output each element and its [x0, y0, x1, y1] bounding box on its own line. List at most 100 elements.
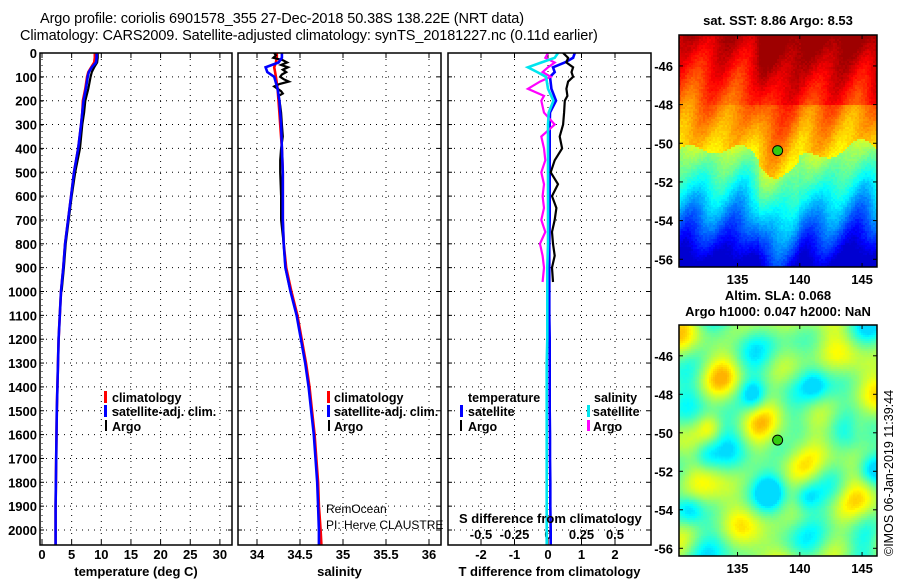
copyright-timestamp: ©IMOS 06-Jan-2019 11:39:44	[882, 389, 896, 556]
series-line-satellite-adj-clim-	[54, 53, 98, 545]
legend-swatch-climatology	[104, 391, 107, 403]
s-diff-tick-label: 0.25	[569, 527, 594, 542]
depth-tick-label: 100	[15, 70, 37, 85]
map2-title: Altim. SLA: 0.068	[725, 288, 831, 303]
x-axis-label: T difference from climatology	[458, 564, 641, 579]
depth-tick-label: 800	[15, 237, 37, 252]
x-tick-label: 30	[213, 547, 227, 562]
depth-tick-label: 400	[15, 141, 37, 156]
lat-tick-label: -46	[654, 349, 673, 364]
x-tick-label: 15	[124, 547, 138, 562]
legend-swatch-satellite	[327, 405, 330, 417]
lon-tick-label: 145	[851, 272, 873, 287]
legend-swatch-climatology	[327, 391, 330, 403]
lat-tick-label: -56	[654, 541, 673, 556]
depth-tick-label: 1100	[9, 308, 37, 323]
plot-frame	[39, 52, 233, 546]
plot-frame	[237, 52, 442, 546]
series-line-t-argo	[549, 53, 575, 283]
pi-credit: PI: Herve CLAUSTRE	[326, 518, 443, 532]
x-tick-label: 34.5	[287, 547, 312, 562]
argo-position-marker	[772, 434, 784, 446]
legend-label-s-argo: Argo	[593, 420, 623, 434]
lat-tick-label: -52	[654, 175, 673, 190]
legend-label-satellite: satellite-adj. clim.	[334, 405, 438, 419]
legend-swatch-t-satellite	[460, 405, 463, 417]
series-line-s-argo	[525, 53, 557, 283]
legend-swatch-satellite	[104, 405, 107, 417]
depth-tick-label: 1900	[8, 499, 37, 514]
s-diff-axis-label: S difference from climatology	[459, 511, 643, 526]
argo-position-marker	[772, 145, 784, 157]
x-axis-label: temperature (deg C)	[74, 564, 198, 579]
lon-tick-label: 140	[789, 561, 811, 576]
figure-title-line1: Argo profile: coriolis 6901578_355 27-De…	[40, 11, 524, 27]
plot-frame	[447, 52, 652, 546]
depth-tick-label: 1500	[8, 404, 37, 419]
lat-tick-label: -46	[654, 59, 673, 74]
depth-tick-label: 2000	[8, 523, 37, 538]
lon-tick-label: 135	[727, 561, 749, 576]
x-tick-label: 0	[38, 547, 45, 562]
x-tick-label: 10	[94, 547, 108, 562]
lat-tick-label: -50	[654, 136, 673, 151]
x-tick-label: 35	[336, 547, 350, 562]
x-tick-label: 35.5	[373, 547, 398, 562]
depth-tick-label: 1600	[8, 428, 37, 443]
depth-tick-label: 1700	[8, 451, 37, 466]
depth-tick-label: 700	[15, 213, 37, 228]
lat-tick-label: -52	[654, 464, 673, 479]
lon-tick-label: 135	[727, 272, 749, 287]
depth-tick-label: 600	[15, 189, 37, 204]
legend-swatch-s-argo	[587, 420, 590, 431]
x-tick-label: 36	[422, 547, 436, 562]
legend-label-climatology: climatology	[112, 391, 182, 405]
depth-tick-label: 1300	[8, 356, 37, 371]
lat-tick-label: -48	[654, 98, 673, 113]
map2-subtitle: Argo h1000: 0.047 h2000: NaN	[685, 304, 871, 319]
legend-group-salinity: salinity	[594, 391, 637, 405]
series-line-argo	[60, 53, 99, 292]
map-frame	[678, 34, 878, 268]
map-frame	[678, 324, 878, 557]
legend-label-t-satellite: satellite	[468, 405, 515, 419]
depth-tick-label: 1800	[8, 475, 37, 490]
series-line-s-satellite	[524, 53, 560, 545]
legend-label-argo: Argo	[334, 420, 364, 434]
depth-tick-label: 1400	[8, 380, 37, 395]
depth-tick-label: 1200	[8, 332, 37, 347]
x-tick-label: 0	[544, 547, 551, 562]
legend-label-climatology: climatology	[334, 391, 404, 405]
x-tick-label: 20	[153, 547, 167, 562]
lat-tick-label: -56	[654, 252, 673, 267]
legend-swatch-argo	[105, 420, 107, 431]
legend-label-argo: Argo	[112, 420, 142, 434]
lat-tick-label: -54	[654, 503, 674, 518]
lon-tick-label: 145	[851, 561, 873, 576]
depth-tick-label: 300	[15, 118, 37, 133]
figure-title-line2: Climatology: CARS2009. Satellite-adjuste…	[20, 28, 598, 44]
lat-tick-label: -48	[654, 387, 673, 402]
lat-tick-label: -54	[654, 214, 674, 229]
legend-group-temperature: temperature	[468, 391, 540, 405]
legend-label-satellite: satellite-adj. clim.	[112, 405, 216, 419]
lon-tick-label: 140	[789, 272, 811, 287]
x-tick-label: 5	[68, 547, 75, 562]
depth-tick-label: 900	[15, 261, 37, 276]
legend-swatch-argo	[328, 420, 330, 431]
depth-tick-label: 500	[15, 165, 37, 180]
series-line-satellite-adj-clim-	[263, 53, 321, 545]
map1-title: sat. SST: 8.86 Argo: 8.53	[703, 13, 853, 28]
s-diff-tick-label: 0.5	[606, 527, 624, 542]
series-line-t-satellite	[547, 53, 577, 545]
x-tick-label: 1	[578, 547, 585, 562]
depth-tick-label: 0	[30, 46, 37, 61]
legend-label-t-argo: Argo	[468, 420, 498, 434]
lat-tick-label: -50	[654, 426, 673, 441]
x-tick-label: 25	[183, 547, 197, 562]
depth-tick-label: 1000	[8, 285, 37, 300]
depth-tick-label: 200	[15, 94, 37, 109]
x-tick-label: 34	[250, 547, 265, 562]
s-diff-tick-label: -0.5	[470, 527, 492, 542]
